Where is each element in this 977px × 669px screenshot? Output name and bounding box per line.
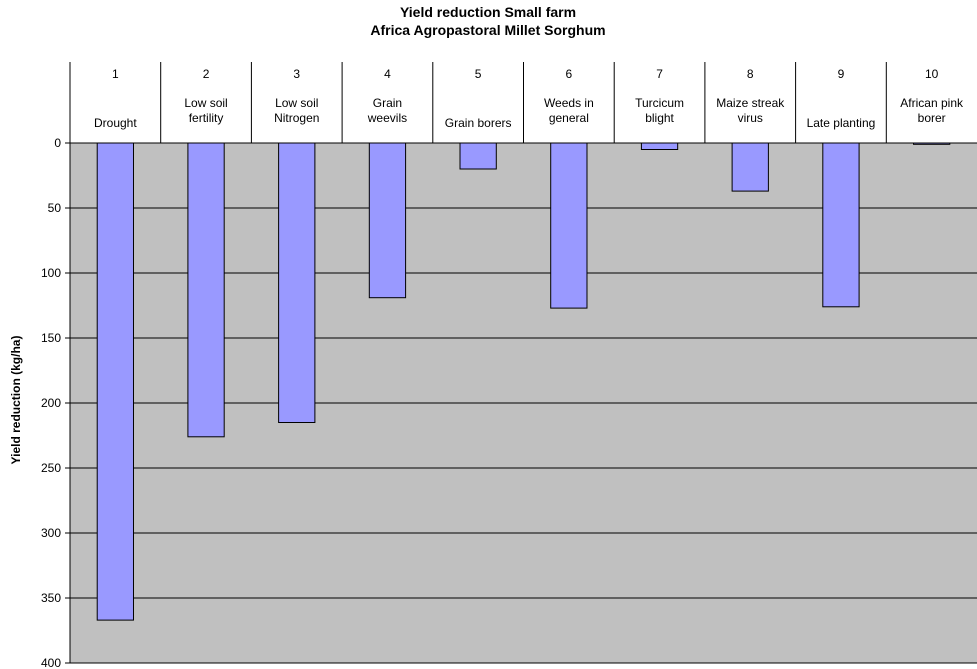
y-tick-label: 200 (41, 396, 61, 410)
category-label: Grain borers (445, 116, 512, 130)
category-number: 4 (384, 67, 391, 81)
bar (368, 142, 407, 299)
category-label: Turcicum (635, 96, 684, 110)
category-label: Grain (373, 96, 402, 110)
category-label: weevils (367, 111, 407, 125)
category-label: Low soil (275, 96, 318, 110)
chart-title: Yield reduction Small farm (400, 4, 576, 20)
y-tick-label: 400 (41, 656, 61, 669)
y-tick-label: 250 (41, 461, 61, 475)
y-tick-label: 100 (41, 266, 61, 280)
bar (550, 142, 588, 309)
y-axis-label: Yield reduction (kg/ha) (9, 336, 23, 465)
bar (640, 142, 679, 150)
chart-subtitle: Africa Agropastoral Millet Sorghum (370, 22, 605, 38)
category-number: 3 (293, 67, 300, 81)
y-tick-label: 50 (48, 201, 62, 215)
y-tick-label: 300 (41, 526, 61, 540)
category-number: 6 (566, 67, 573, 81)
category-label: Nitrogen (274, 111, 319, 125)
category-number: 7 (656, 67, 663, 81)
category-label: general (549, 111, 589, 125)
category-number: 1 (112, 67, 119, 81)
category-number: 9 (838, 67, 845, 81)
bar (187, 142, 225, 438)
category-label: fertility (189, 111, 224, 125)
y-tick-label: 350 (41, 591, 61, 605)
category-label: Low soil (184, 96, 227, 110)
category-label: African pink (900, 96, 964, 110)
category-label: Late planting (807, 116, 876, 130)
category-label: virus (738, 111, 763, 125)
category-number: 5 (475, 67, 482, 81)
category-label: blight (645, 111, 674, 125)
bar (459, 142, 497, 170)
category-label: borer (918, 111, 946, 125)
bar (96, 142, 134, 621)
bar (278, 142, 316, 423)
category-label: Weeds in (544, 96, 594, 110)
bar (822, 142, 860, 308)
y-tick-label: 150 (41, 331, 61, 345)
category-label: Drought (94, 116, 137, 130)
category-number: 10 (925, 67, 939, 81)
bar (913, 142, 951, 145)
category-number: 8 (747, 67, 754, 81)
plot-area: 0 50 100 150 200 250 300 350 400 1 Drought 2 Low soi… (41, 62, 977, 669)
y-tick-label: 0 (54, 136, 61, 150)
category-label: Maize streak (716, 96, 785, 110)
category-number: 2 (203, 67, 210, 81)
bar (731, 142, 769, 192)
